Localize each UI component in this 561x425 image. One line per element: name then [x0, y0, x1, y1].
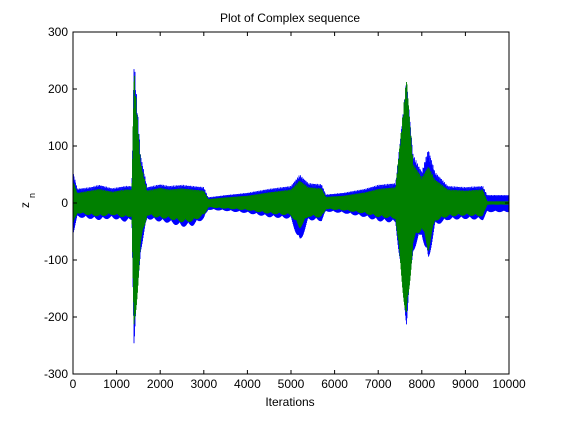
x-tick-label: 6000 [321, 377, 348, 391]
y-axis-label-subscript: n [27, 193, 37, 198]
y-tick-label: -300 [44, 367, 68, 381]
x-tick-label: 8000 [408, 377, 435, 391]
x-tick-label: 4000 [234, 377, 261, 391]
x-tick-label: 10000 [492, 377, 526, 391]
y-tick-label: -200 [44, 310, 68, 324]
x-tick-label: 7000 [365, 377, 392, 391]
x-tick-label: 1000 [103, 377, 130, 391]
x-tick-label: 0 [70, 377, 77, 391]
y-axis-label-main: z [18, 202, 32, 208]
x-ticks: 0 1000 2000 3000 4000 5000 6000 7000 8000 9000 100… [70, 32, 526, 391]
y-tick-label: 300 [48, 25, 68, 39]
plot-series [72, 69, 510, 344]
x-tick-label: 2000 [147, 377, 174, 391]
series-line-2 [72, 75, 510, 325]
x-tick-label: 5000 [278, 377, 305, 391]
x-tick-label: 3000 [190, 377, 217, 391]
chart-title: Plot of Complex sequence [220, 11, 360, 25]
y-ticks: -300 -200 -100 0 100 200 300 [44, 25, 509, 381]
y-tick-label: 200 [48, 82, 68, 96]
x-axis-label: Iterations [265, 395, 314, 409]
y-axis-label: z n [18, 193, 37, 208]
x-tick-label: 9000 [452, 377, 479, 391]
y-tick-label: 0 [61, 196, 68, 210]
y-tick-label: 100 [48, 139, 68, 153]
y-tick-label: -100 [44, 253, 68, 267]
